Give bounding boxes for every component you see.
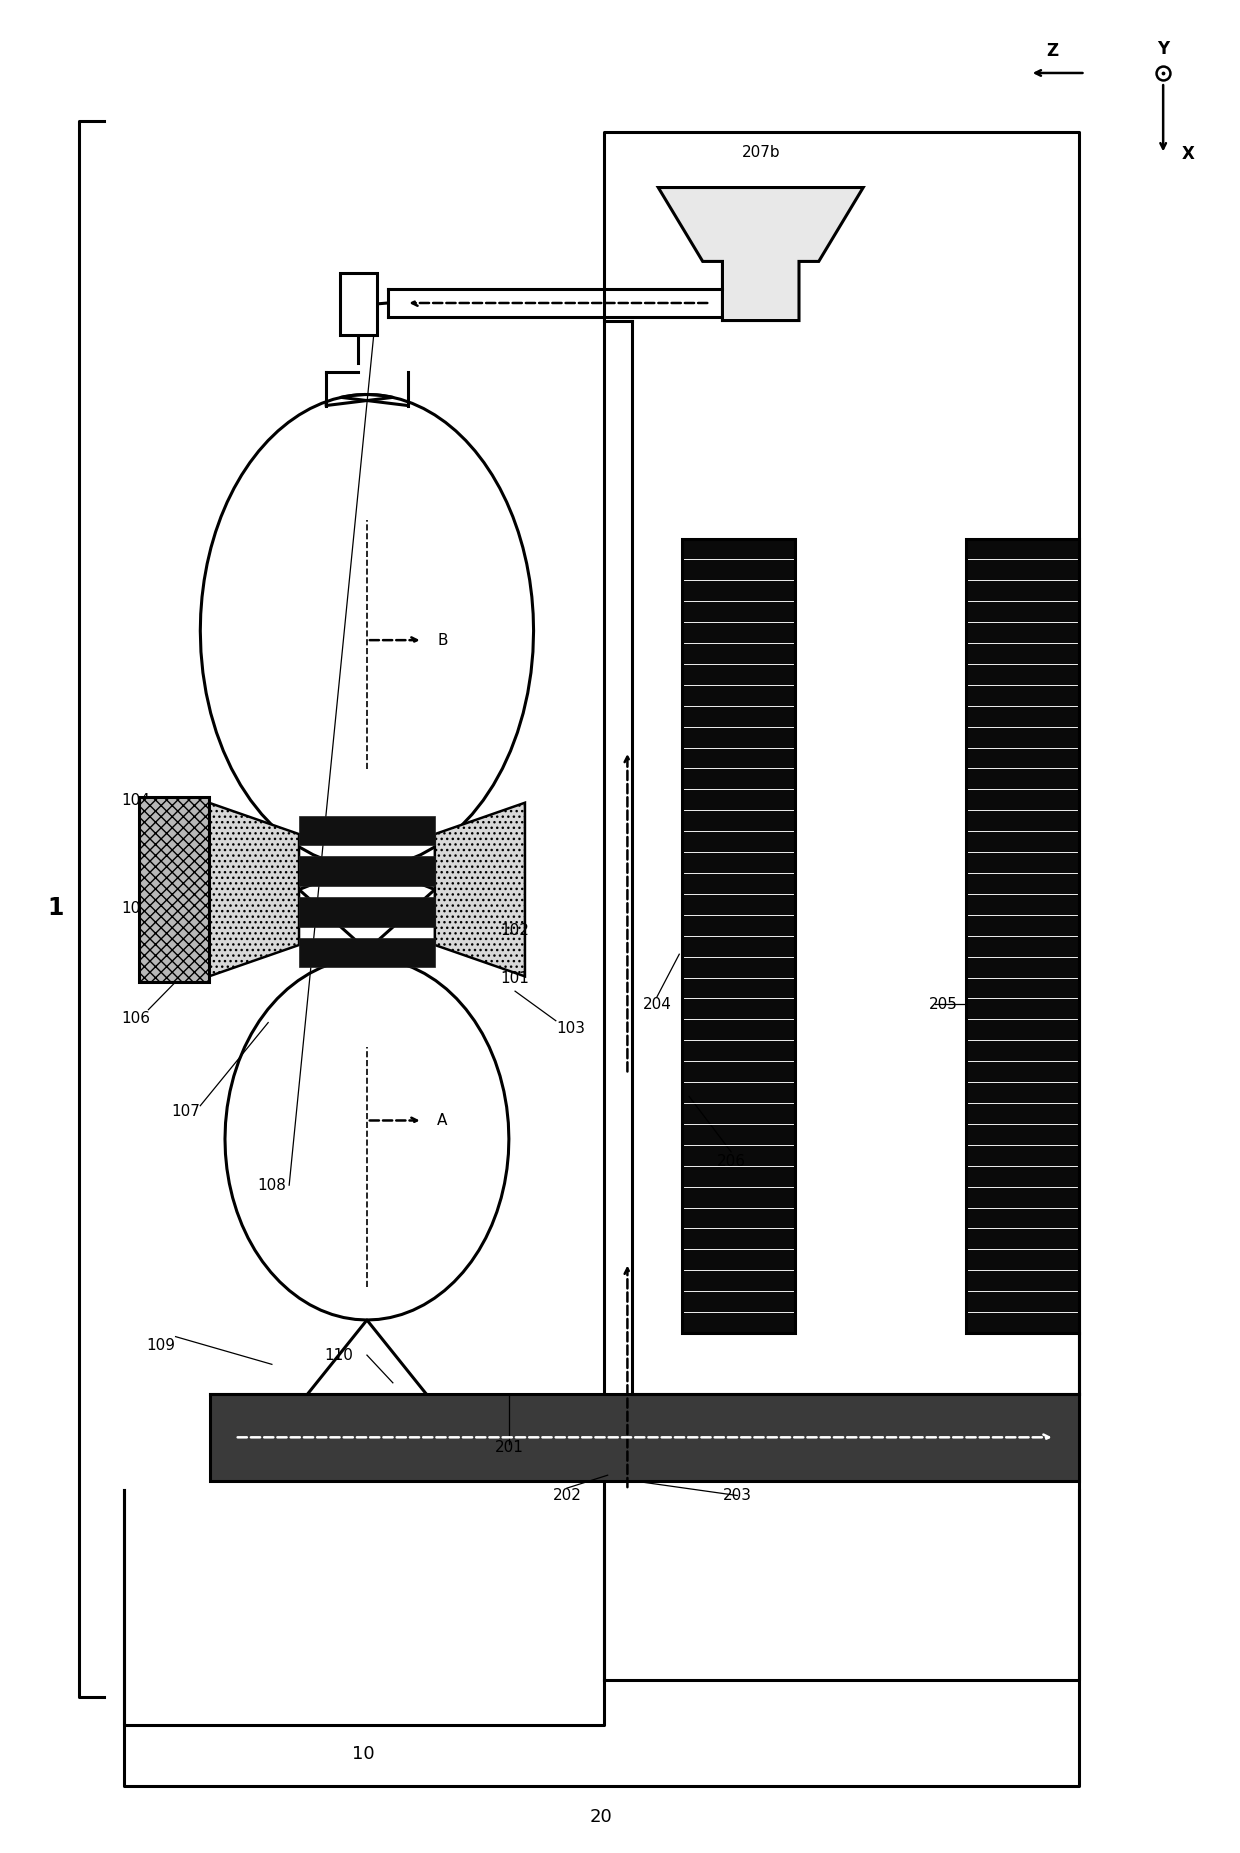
Text: 1: 1 (47, 897, 64, 921)
Text: 107: 107 (171, 1104, 200, 1119)
Bar (299, 938, 435, 967)
Text: 106: 106 (122, 1012, 150, 1027)
Text: 104: 104 (122, 793, 150, 808)
Text: 10: 10 (352, 1746, 374, 1764)
Text: 108: 108 (258, 1179, 286, 1193)
Text: B: B (438, 632, 448, 649)
Text: 202: 202 (553, 1488, 582, 1503)
Text: 203: 203 (723, 1488, 751, 1503)
Bar (966, 539, 1079, 1332)
Polygon shape (208, 802, 299, 977)
Text: 206: 206 (717, 1154, 745, 1169)
Text: 110: 110 (324, 1347, 353, 1362)
Bar (299, 856, 435, 886)
Text: Z: Z (1047, 43, 1058, 59)
Text: 20: 20 (590, 1809, 613, 1825)
Text: A: A (438, 1114, 448, 1128)
Text: 201: 201 (495, 1440, 523, 1455)
Text: 205: 205 (929, 997, 957, 1012)
Bar (682, 539, 795, 1332)
Bar (299, 897, 435, 926)
Text: 207b: 207b (742, 145, 780, 159)
Text: Y: Y (1157, 41, 1169, 57)
Polygon shape (435, 802, 525, 977)
Text: 109: 109 (146, 1338, 175, 1353)
Text: 204: 204 (642, 997, 672, 1012)
Bar (340, 272, 377, 335)
Text: 103: 103 (556, 1021, 585, 1036)
Bar (299, 815, 435, 845)
Bar (210, 1393, 1079, 1481)
Polygon shape (658, 187, 863, 321)
Text: 105: 105 (122, 901, 150, 915)
Text: X: X (1182, 145, 1194, 163)
Text: 101: 101 (501, 971, 529, 986)
Text: 102: 102 (501, 923, 529, 938)
Bar (139, 797, 208, 982)
